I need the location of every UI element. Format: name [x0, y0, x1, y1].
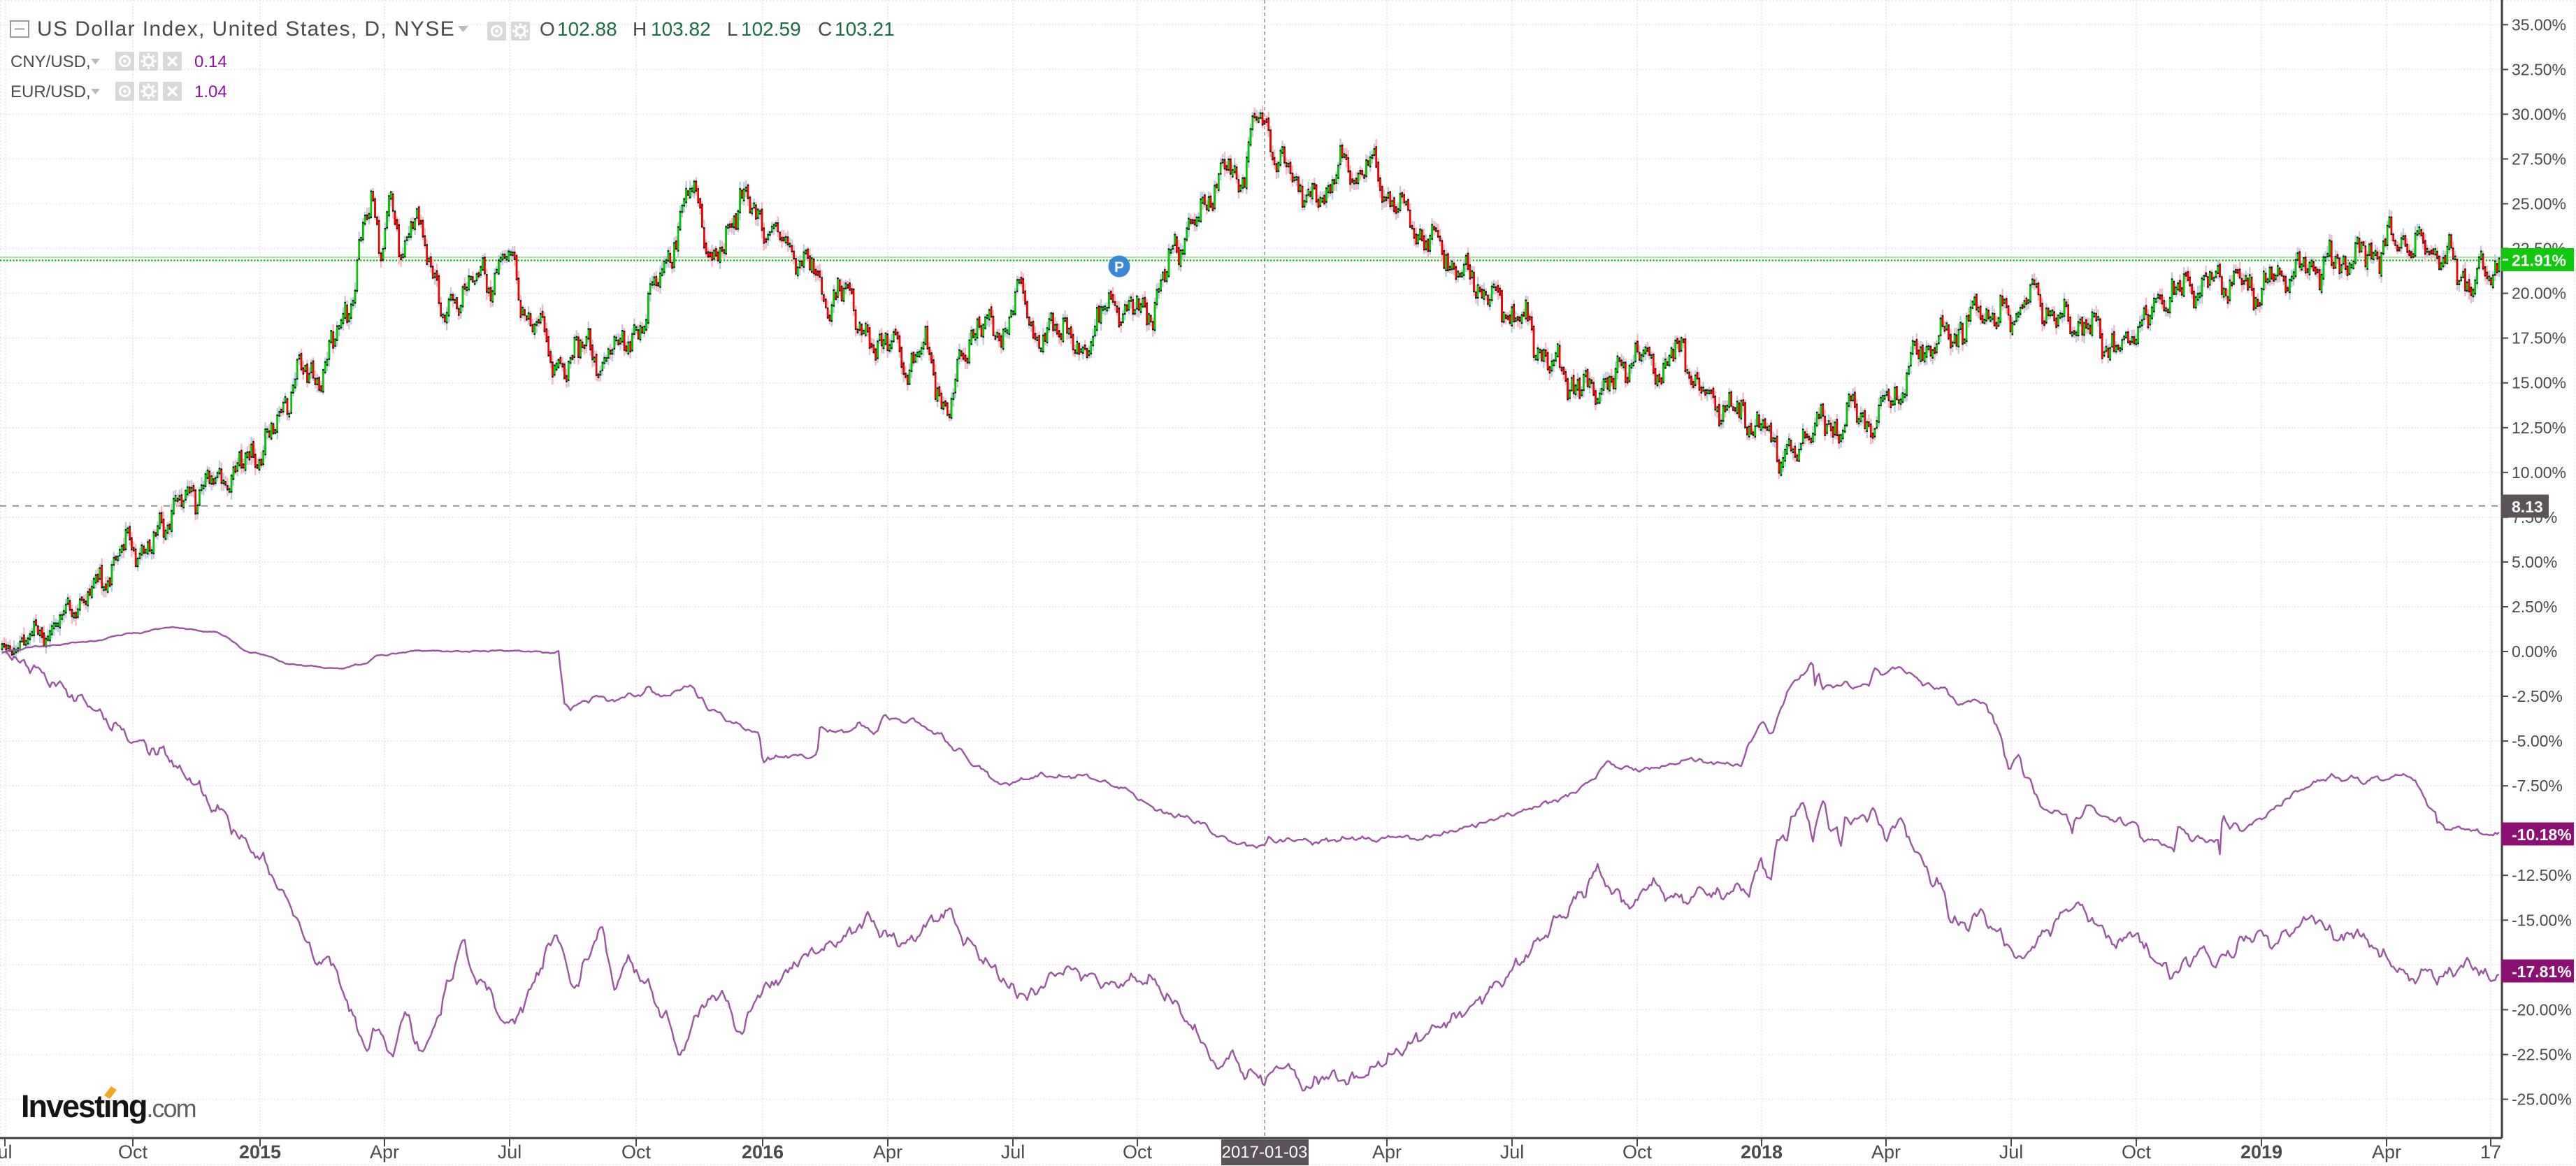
svg-text:Oct: Oct — [1123, 1142, 1153, 1163]
svg-text:0.14: 0.14 — [194, 52, 227, 71]
svg-text:25.00%: 25.00% — [2512, 195, 2566, 213]
svg-text:ul: ul — [0, 1142, 13, 1163]
svg-text:20.00%: 20.00% — [2512, 285, 2566, 303]
svg-text:Apr: Apr — [1372, 1142, 1402, 1163]
svg-text:2015: 2015 — [239, 1142, 281, 1163]
svg-text:-5.00%: -5.00% — [2512, 732, 2563, 750]
svg-text:CNY/USD,: CNY/USD, — [10, 52, 91, 71]
svg-text:Jul: Jul — [1999, 1142, 2024, 1163]
svg-text:12.50%: 12.50% — [2512, 419, 2566, 437]
svg-text:EUR/USD,: EUR/USD, — [10, 82, 91, 101]
svg-text:Oct: Oct — [621, 1142, 652, 1163]
svg-text:5.00%: 5.00% — [2512, 553, 2557, 571]
svg-text:-10.18%: -10.18% — [2512, 826, 2572, 844]
svg-text:Jul: Jul — [1500, 1142, 1525, 1163]
svg-text:15.00%: 15.00% — [2512, 374, 2566, 392]
svg-text:-20.00%: -20.00% — [2512, 1000, 2572, 1019]
svg-text:21.91%: 21.91% — [2512, 252, 2566, 270]
svg-text:17.50%: 17.50% — [2512, 329, 2566, 347]
svg-text:L: L — [727, 18, 738, 40]
svg-text:102.59: 102.59 — [741, 18, 801, 40]
svg-text:103.82: 103.82 — [651, 18, 711, 40]
svg-text:35.00%: 35.00% — [2512, 15, 2566, 34]
svg-text:Oct: Oct — [118, 1142, 148, 1163]
svg-text:Apr: Apr — [1871, 1142, 1901, 1163]
svg-text:2018: 2018 — [1741, 1142, 1783, 1163]
svg-text:-15.00%: -15.00% — [2512, 911, 2572, 929]
svg-text:1.04: 1.04 — [194, 82, 227, 101]
svg-text:-7.50%: -7.50% — [2512, 777, 2563, 795]
svg-text:0.00%: 0.00% — [2512, 642, 2557, 661]
svg-text:10.00%: 10.00% — [2512, 463, 2566, 482]
svg-text:C: C — [818, 18, 832, 40]
svg-text:32.50%: 32.50% — [2512, 60, 2566, 78]
svg-text:-2.50%: -2.50% — [2512, 687, 2563, 705]
svg-text:2017-01-03: 2017-01-03 — [1222, 1143, 1308, 1162]
svg-text:-22.50%: -22.50% — [2512, 1046, 2572, 1064]
svg-text:Jul: Jul — [498, 1142, 522, 1163]
svg-text:2019: 2019 — [2240, 1142, 2282, 1163]
svg-text:Apr: Apr — [2372, 1142, 2401, 1163]
svg-text:P: P — [1114, 259, 1124, 275]
svg-text:2.50%: 2.50% — [2512, 598, 2557, 616]
svg-text:-12.50%: -12.50% — [2512, 866, 2572, 884]
svg-text:30.00%: 30.00% — [2512, 105, 2566, 123]
svg-text:102.88: 102.88 — [557, 18, 617, 40]
svg-text:2016: 2016 — [742, 1142, 784, 1163]
svg-text:Oct: Oct — [1622, 1142, 1653, 1163]
svg-text:H: H — [633, 18, 647, 40]
svg-text:O: O — [540, 18, 555, 40]
svg-text:103.21: 103.21 — [835, 18, 895, 40]
svg-text:-25.00%: -25.00% — [2512, 1091, 2572, 1109]
svg-text:-17.81%: -17.81% — [2512, 963, 2572, 981]
svg-text:Jul: Jul — [1001, 1142, 1026, 1163]
svg-text:Apr: Apr — [873, 1142, 902, 1163]
svg-text:8.13: 8.13 — [2512, 498, 2543, 516]
svg-text:US Dollar Index, United States: US Dollar Index, United States, D, NYSE — [37, 17, 455, 41]
svg-text:Apr: Apr — [370, 1142, 399, 1163]
svg-text:17: 17 — [2480, 1142, 2501, 1163]
svg-text:Oct: Oct — [2122, 1142, 2152, 1163]
svg-text:27.50%: 27.50% — [2512, 150, 2566, 168]
